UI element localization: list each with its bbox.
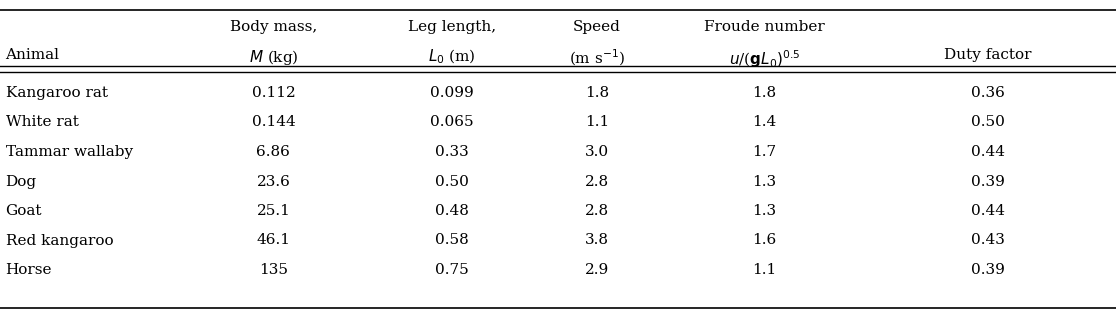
Text: 3.8: 3.8: [585, 233, 609, 247]
Text: 1.1: 1.1: [585, 115, 609, 129]
Text: 0.75: 0.75: [435, 263, 469, 277]
Text: Body mass,: Body mass,: [230, 20, 317, 34]
Text: 1.4: 1.4: [752, 115, 777, 129]
Text: $u$/(${\bf g}L_0)^{0.5}$: $u$/(${\bf g}L_0)^{0.5}$: [729, 48, 800, 70]
Text: $M$ (kg): $M$ (kg): [249, 48, 298, 67]
Text: (m s$^{-1}$): (m s$^{-1}$): [569, 48, 625, 68]
Text: Kangaroo rat: Kangaroo rat: [6, 86, 107, 100]
Text: 1.8: 1.8: [752, 86, 777, 100]
Text: Goat: Goat: [6, 204, 42, 218]
Text: 6.86: 6.86: [257, 145, 290, 159]
Text: Tammar wallaby: Tammar wallaby: [6, 145, 133, 159]
Text: White rat: White rat: [6, 115, 78, 129]
Text: Leg length,: Leg length,: [408, 20, 496, 34]
Text: 0.36: 0.36: [971, 86, 1004, 100]
Text: Red kangaroo: Red kangaroo: [6, 233, 113, 247]
Text: 0.112: 0.112: [251, 86, 296, 100]
Text: 135: 135: [259, 263, 288, 277]
Text: 2.8: 2.8: [585, 204, 609, 218]
Text: 0.39: 0.39: [971, 175, 1004, 189]
Text: 0.50: 0.50: [971, 115, 1004, 129]
Text: 0.43: 0.43: [971, 233, 1004, 247]
Text: 0.48: 0.48: [435, 204, 469, 218]
Text: Duty factor: Duty factor: [944, 48, 1031, 62]
Text: Speed: Speed: [574, 20, 620, 34]
Text: 1.1: 1.1: [752, 263, 777, 277]
Text: 1.3: 1.3: [752, 204, 777, 218]
Text: 0.065: 0.065: [430, 115, 474, 129]
Text: 2.8: 2.8: [585, 175, 609, 189]
Text: Dog: Dog: [6, 175, 37, 189]
Text: 1.3: 1.3: [752, 175, 777, 189]
Text: 1.8: 1.8: [585, 86, 609, 100]
Text: 0.50: 0.50: [435, 175, 469, 189]
Text: 25.1: 25.1: [257, 204, 290, 218]
Text: 0.39: 0.39: [971, 263, 1004, 277]
Text: $L_0$ (m): $L_0$ (m): [429, 48, 475, 66]
Text: 0.144: 0.144: [251, 115, 296, 129]
Text: Froude number: Froude number: [704, 20, 825, 34]
Text: 0.44: 0.44: [971, 204, 1004, 218]
Text: Animal: Animal: [6, 48, 59, 62]
Text: 0.099: 0.099: [430, 86, 474, 100]
Text: 1.7: 1.7: [752, 145, 777, 159]
Text: 46.1: 46.1: [257, 233, 290, 247]
Text: 0.44: 0.44: [971, 145, 1004, 159]
Text: 0.58: 0.58: [435, 233, 469, 247]
Text: 23.6: 23.6: [257, 175, 290, 189]
Text: Horse: Horse: [6, 263, 52, 277]
Text: 2.9: 2.9: [585, 263, 609, 277]
Text: 1.6: 1.6: [752, 233, 777, 247]
Text: 3.0: 3.0: [585, 145, 609, 159]
Text: 0.33: 0.33: [435, 145, 469, 159]
